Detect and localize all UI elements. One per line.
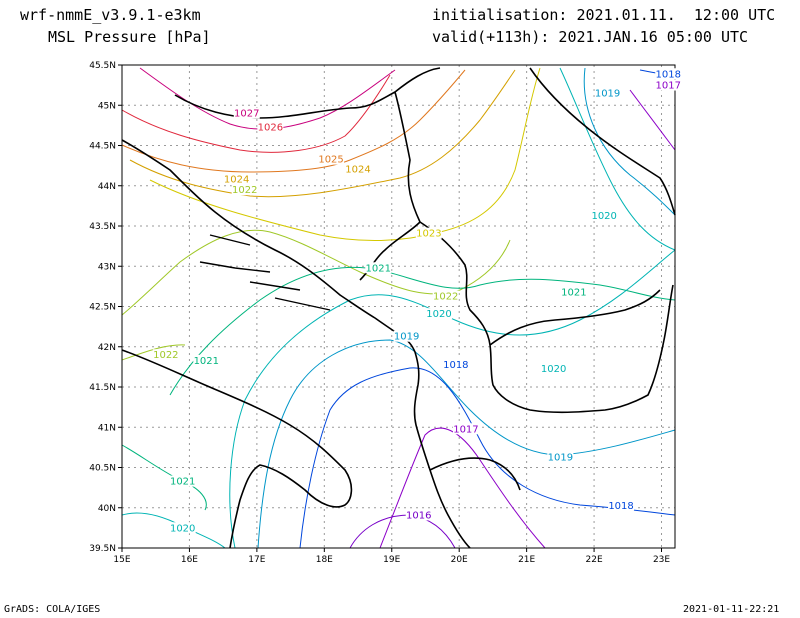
x-tick-label: 17E xyxy=(248,555,265,565)
y-tick-label: 41.5N xyxy=(89,383,116,393)
isobar-1018 xyxy=(300,368,675,548)
isobar-1016 xyxy=(350,515,455,548)
isobar-label: 1019 xyxy=(394,332,419,343)
x-tick-label: 21E xyxy=(518,555,535,565)
isobar-label: 1023 xyxy=(416,229,441,240)
isobar-label: 1018 xyxy=(608,501,633,512)
isobar-1021 xyxy=(170,267,675,395)
isobar-label: 1021 xyxy=(170,477,195,488)
isobar-label: 1021 xyxy=(366,263,391,274)
y-tick-label: 41N xyxy=(98,423,116,433)
render-timestamp: 2021-01-11-22:21 xyxy=(683,604,779,615)
y-tick-label: 40N xyxy=(98,504,116,514)
y-tick-label: 40.5N xyxy=(89,464,116,474)
isobar-1023 xyxy=(150,68,540,241)
x-tick-label: 15E xyxy=(113,555,130,565)
isobar-label: 1020 xyxy=(591,211,616,222)
isobar-label: 1027 xyxy=(234,109,259,120)
x-tick-label: 16E xyxy=(181,555,198,565)
isobar-1025 xyxy=(122,70,465,172)
isobar-label: 1025 xyxy=(318,155,343,166)
y-tick-label: 44N xyxy=(98,182,116,192)
italy-coastline xyxy=(122,350,351,548)
isobar-label: 1019 xyxy=(595,89,620,100)
isobar-label: 1016 xyxy=(406,510,431,521)
isobar-1019 xyxy=(258,340,675,548)
country-borders xyxy=(175,68,675,490)
isobar-1024 xyxy=(130,70,515,197)
dalmatian-islands xyxy=(200,235,330,310)
isobar-label: 1026 xyxy=(258,122,283,133)
isobar-label: 1018 xyxy=(656,69,681,80)
isobar-lines xyxy=(122,68,675,548)
axis-ticks: 15E 16E 17E 18E 19E 20E 21E 22E 23E 45.5N 45N 44.5N… xyxy=(89,61,670,565)
isobar-label: 1020 xyxy=(426,309,451,320)
y-tick-label: 42N xyxy=(98,343,116,353)
x-tick-label: 23E xyxy=(653,555,670,565)
isobar-label: 1017 xyxy=(656,81,681,92)
isobar-1017b xyxy=(630,90,675,150)
isobar-label: 1017 xyxy=(453,424,478,435)
isobar-label: 1024 xyxy=(345,164,370,175)
x-tick-label: 22E xyxy=(586,555,603,565)
y-tick-label: 43N xyxy=(98,262,116,272)
isobar-label: 1021 xyxy=(561,287,586,298)
isobar-label: 1022 xyxy=(153,350,178,361)
isobar-label: 1021 xyxy=(194,356,219,367)
isobar-1027 xyxy=(140,68,395,129)
isobar-label: 1022 xyxy=(433,291,458,302)
grads-credit: GrADS: COLA/IGES xyxy=(4,604,100,615)
isobar-label: 1020 xyxy=(170,523,195,534)
x-tick-label: 19E xyxy=(383,555,400,565)
y-tick-label: 42.5N xyxy=(89,303,116,313)
isobar-label: 1024 xyxy=(224,175,249,186)
y-tick-label: 44.5N xyxy=(89,142,116,152)
coastlines-and-borders xyxy=(122,68,675,548)
isobar-label: 1020 xyxy=(541,364,566,375)
y-tick-label: 45N xyxy=(98,101,116,111)
isobar-label: 1018 xyxy=(443,360,468,371)
x-tick-label: 18E xyxy=(316,555,333,565)
isobar-label: 1019 xyxy=(548,452,573,463)
x-tick-label: 20E xyxy=(451,555,468,565)
isobar-label: 1022 xyxy=(232,185,257,196)
y-tick-label: 43.5N xyxy=(89,222,116,232)
y-tick-label: 45.5N xyxy=(89,61,116,71)
y-tick-label: 39.5N xyxy=(89,544,116,554)
